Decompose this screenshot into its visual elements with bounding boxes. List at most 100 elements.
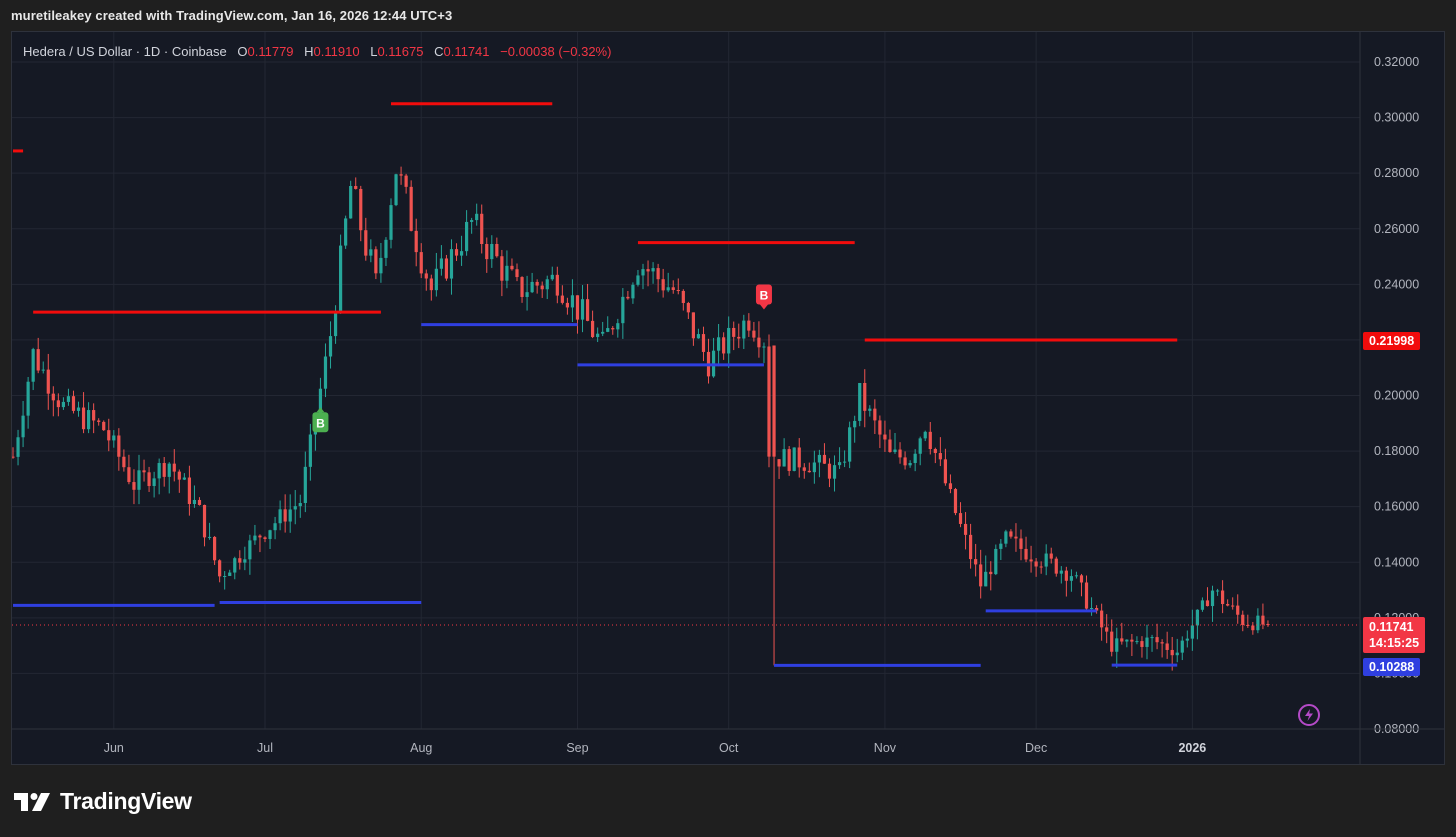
price-tick-label: 0.26000 — [1374, 222, 1419, 236]
candle-body — [414, 230, 418, 253]
candle-body — [1226, 604, 1230, 606]
candle-body — [626, 296, 630, 299]
candle-body — [797, 447, 801, 468]
candle-body — [1084, 582, 1089, 609]
high-value: 0.11910 — [313, 44, 360, 59]
high-label: H — [304, 44, 314, 59]
sell-signal-badge: B — [755, 284, 772, 310]
candle-body — [1150, 637, 1154, 639]
ohlc-legend: Hedera / US Dollar · 1D · Coinbase O0.11… — [23, 44, 611, 59]
candle-body — [802, 467, 806, 471]
candle-body — [1221, 590, 1225, 605]
candle-body — [661, 279, 665, 291]
candle-body — [853, 420, 857, 428]
candle-body — [747, 320, 751, 331]
lightning-icon[interactable] — [1298, 704, 1320, 726]
candle-body — [832, 465, 837, 479]
candle-body — [1039, 566, 1043, 568]
candle-body — [1019, 538, 1023, 549]
candle-body — [328, 336, 333, 357]
candle-body — [671, 287, 675, 291]
buy-signal-badge: B — [312, 407, 329, 433]
sell-signal-bg — [755, 284, 772, 305]
open-label: O — [237, 44, 248, 59]
candle-body — [1241, 614, 1245, 626]
candle-body — [404, 175, 408, 187]
candle-body — [1190, 625, 1194, 639]
candle-body — [419, 252, 423, 274]
candle-body — [465, 221, 469, 252]
candle-body — [1120, 638, 1124, 642]
candle-body — [999, 543, 1003, 549]
candle-body — [1175, 652, 1179, 656]
candle-body — [1155, 637, 1159, 643]
candle-body — [722, 337, 726, 354]
candle-body — [162, 463, 166, 477]
price-tick-label: 0.16000 — [1374, 500, 1419, 514]
candle-body — [424, 273, 428, 279]
time-tick-label: Nov — [874, 741, 897, 755]
candle-body — [243, 559, 247, 563]
candle-body — [691, 312, 695, 339]
candle-body — [273, 523, 277, 531]
candle-body — [1160, 642, 1164, 644]
candle-body — [918, 438, 922, 454]
sell-signal-label: B — [760, 288, 769, 302]
candle-body — [732, 327, 736, 337]
tradingview-wordmark: TradingView — [60, 788, 192, 814]
candle-body — [97, 420, 101, 422]
candle-body — [1089, 608, 1094, 610]
candle-body — [762, 346, 766, 348]
candle-body — [827, 463, 832, 479]
support-price-tag: 0.10288 — [1363, 658, 1421, 676]
candle-body — [1165, 643, 1169, 650]
last-price-tag: 0.11741 14:15:25 — [1363, 617, 1426, 653]
candle-body — [646, 269, 650, 272]
candle-body — [686, 302, 690, 313]
candle-body — [913, 453, 917, 464]
candle-body — [308, 434, 312, 467]
candle-body — [666, 287, 670, 291]
candle-body — [157, 463, 161, 479]
candle-body — [782, 449, 786, 467]
candlestick-chart[interactable]: 0.320000.300000.280000.260000.240000.220… — [12, 32, 1445, 765]
candle-body — [1049, 553, 1053, 559]
candle-body — [202, 504, 207, 538]
tradingview-logo-icon — [14, 792, 50, 811]
candle-body — [676, 290, 680, 292]
candle-body — [1261, 615, 1265, 625]
candle-body — [213, 536, 217, 561]
candle-body — [21, 415, 25, 438]
candle-body — [1195, 609, 1199, 626]
candle-body — [167, 463, 171, 477]
candle-body — [409, 186, 413, 231]
candle-body — [303, 466, 307, 504]
candle-body — [31, 349, 35, 382]
candle-body — [1054, 558, 1058, 574]
price-tick-label: 0.28000 — [1374, 166, 1419, 180]
candle-body — [253, 535, 257, 541]
close-label: C — [434, 44, 444, 59]
bar-countdown: 14:15:25 — [1369, 636, 1420, 650]
tradingview-logo[interactable]: TradingView — [14, 788, 192, 815]
price-tick-label: 0.14000 — [1374, 555, 1419, 569]
buy-signal-label: B — [316, 416, 325, 430]
candle-body — [1185, 638, 1189, 641]
candle-body — [1266, 623, 1270, 626]
candle-body — [495, 243, 499, 257]
candle-body — [575, 295, 580, 320]
time-tick-label: Sep — [566, 741, 588, 755]
candle-body — [984, 571, 988, 587]
chart-panel[interactable]: 0.320000.300000.280000.260000.240000.220… — [11, 31, 1445, 765]
candle-body — [263, 537, 267, 539]
candle-body — [92, 410, 96, 421]
time-tick-label: Aug — [410, 741, 432, 755]
candle-body — [636, 275, 640, 285]
open-value: 0.11779 — [247, 44, 294, 59]
candle-body — [641, 269, 645, 276]
candle-body — [928, 431, 932, 449]
candle-body — [908, 463, 912, 466]
candle-body — [283, 509, 287, 522]
candle-body — [122, 456, 126, 468]
candle-body — [807, 470, 811, 473]
